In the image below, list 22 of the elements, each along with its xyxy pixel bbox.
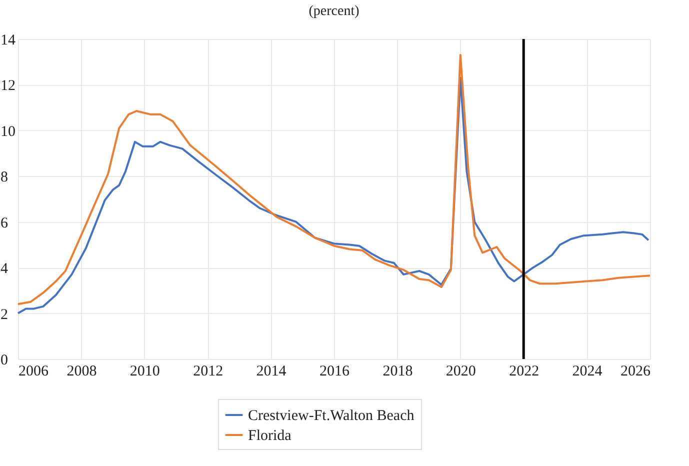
- y-tick-label: 6: [0, 215, 8, 232]
- y-tick-label: 0: [0, 352, 8, 368]
- y-tick-label: 12: [0, 78, 16, 94]
- y-tick-label: 10: [0, 124, 16, 140]
- x-tick-label: 2020: [446, 364, 476, 380]
- x-tick-label: 2026: [620, 364, 651, 380]
- x-tick-label: 2010: [130, 364, 160, 380]
- x-tick-label: 2024: [572, 364, 603, 380]
- x-tick-label: 2012: [193, 364, 224, 380]
- x-tick-label: 2008: [66, 364, 97, 380]
- legend-label: Crestview-Ft.Walton Beach: [248, 408, 415, 424]
- y-tick-label: 2: [0, 306, 8, 323]
- x-tick-label: 2006: [18, 364, 49, 380]
- y-tick-label: 4: [0, 261, 8, 278]
- x-tick-label: 2018: [382, 364, 413, 380]
- x-tick-label: 2014: [256, 364, 287, 380]
- y-tick-label: 14: [0, 32, 16, 48]
- x-tick-label: 2022: [509, 364, 540, 380]
- x-tick-label: 2016: [320, 364, 350, 380]
- chart-title: (percent): [308, 4, 360, 19]
- legend-label: Florida: [248, 428, 292, 444]
- y-tick-label: 8: [0, 170, 8, 186]
